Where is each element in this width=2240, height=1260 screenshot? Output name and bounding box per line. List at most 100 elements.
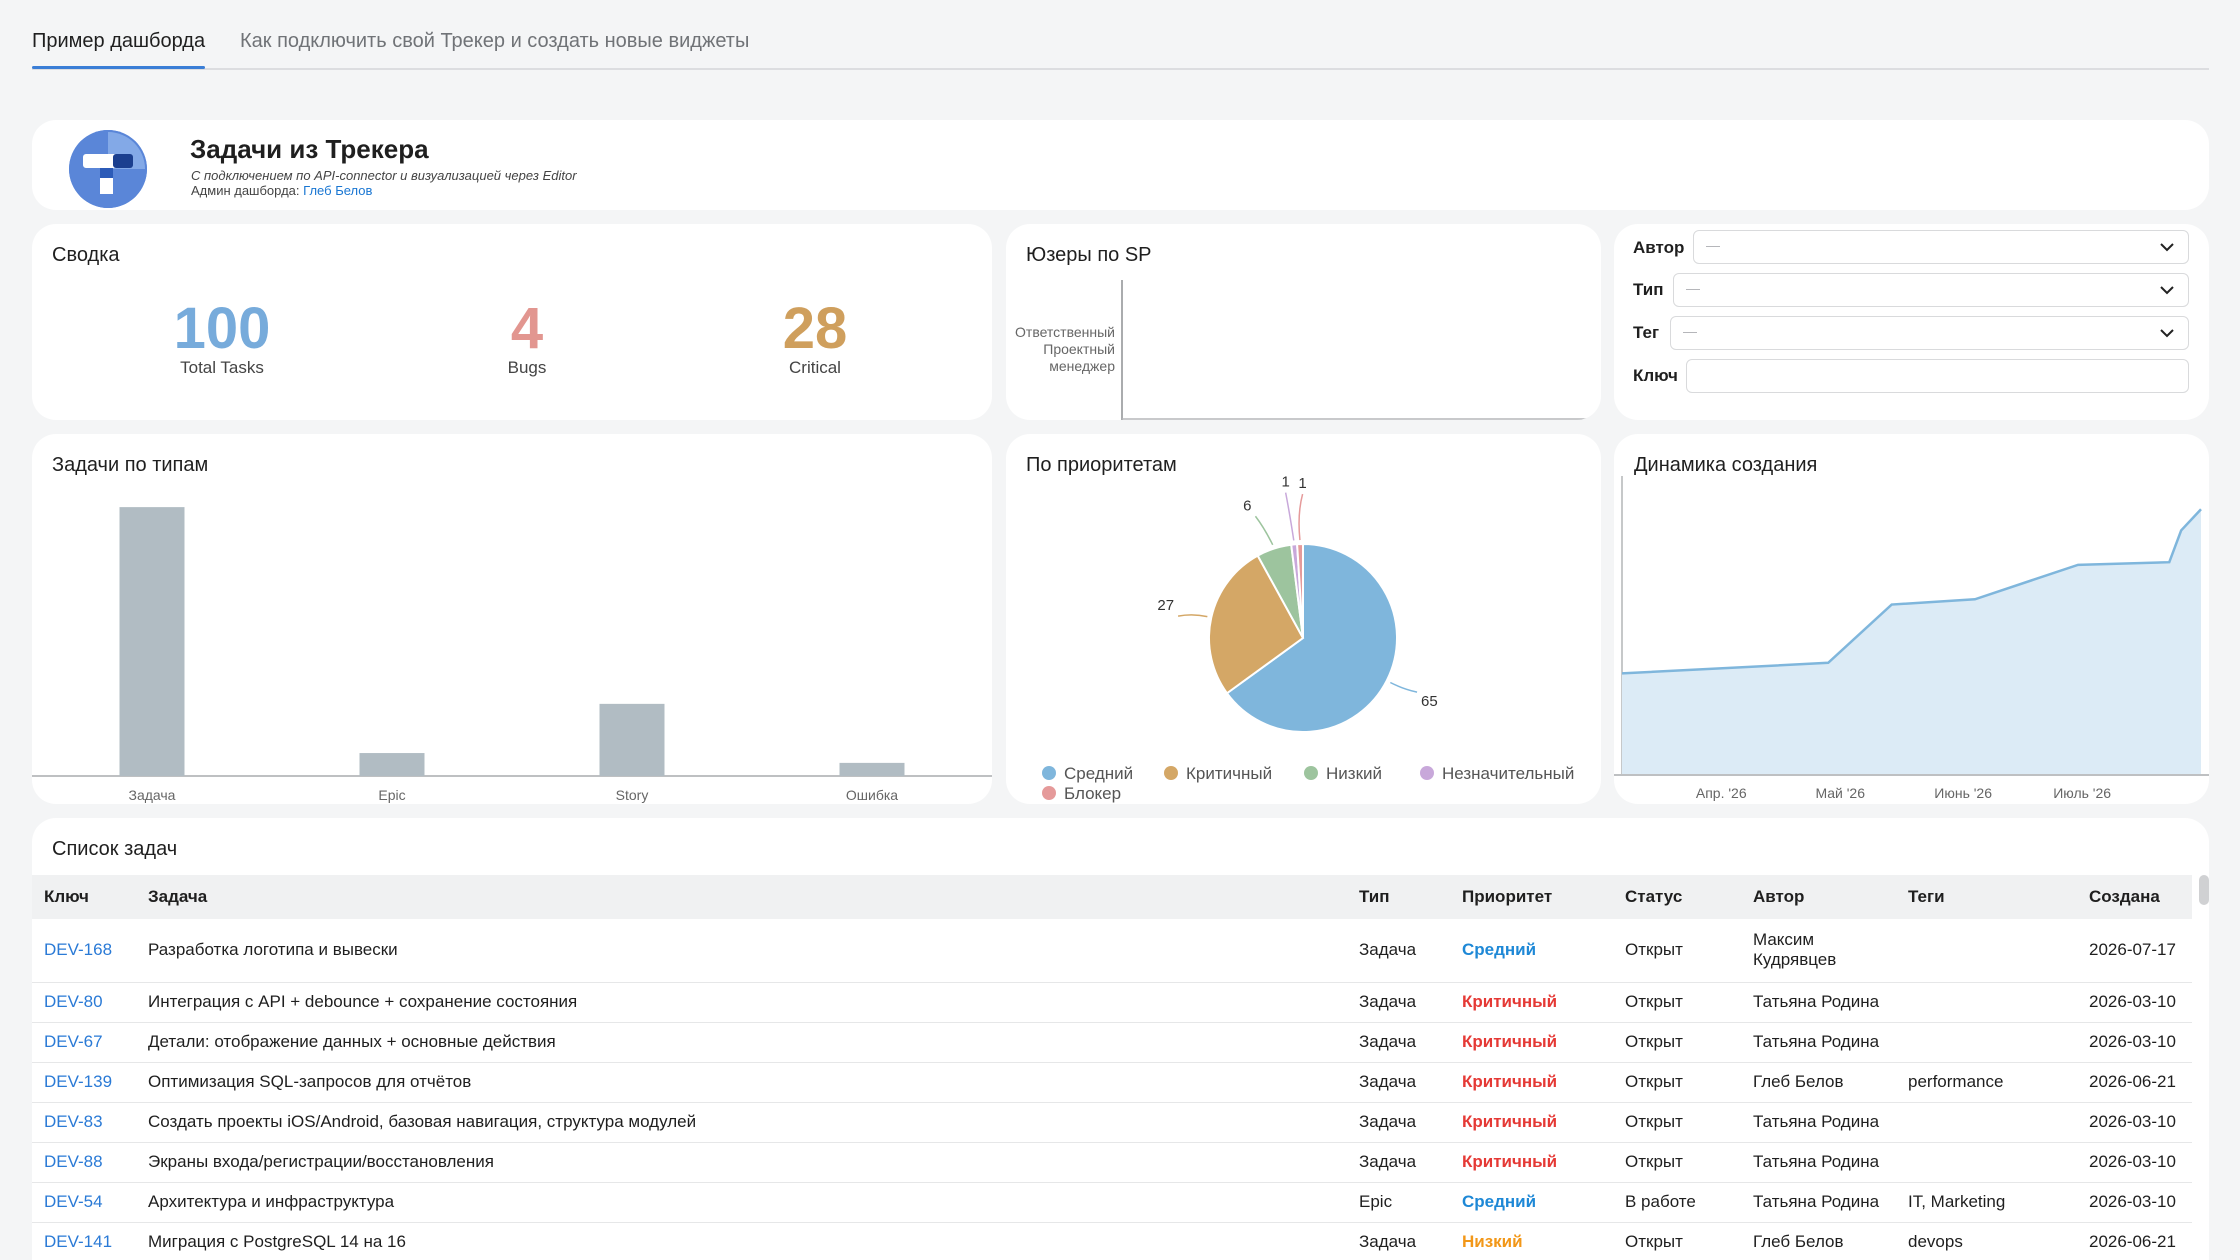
table-row[interactable]: DEV-168 Разработка логотипа и вывески Зада… (32, 919, 2192, 983)
kpi-total-tasks: 100 Total Tasks (122, 296, 322, 378)
task-key-link[interactable]: DEV-168 (32, 919, 136, 983)
dashboard-subtitle: С подключением по API-connector и визуал… (191, 168, 577, 183)
priority-widget: По приоритетам 65 27 6 1 1 Средний Критичный Н… (1006, 434, 1601, 804)
y-axis-label: менеджер (1049, 358, 1115, 374)
table-row[interactable]: DEV-54 Архитектура и инфраструктура Epic Ср… (32, 1182, 2192, 1223)
task-author: Татьяна Родина (1741, 982, 1896, 1023)
legend-item[interactable]: Низкий (1304, 764, 1382, 784)
table-row[interactable]: DEV-83 Создать проекты iOS/Android, базов… (32, 1102, 2192, 1143)
column-header-created[interactable]: Создана (2089, 887, 2160, 906)
pie-data-label: 27 (1157, 597, 1174, 614)
legend-item[interactable]: Средний (1042, 764, 1133, 784)
pie-data-label: 1 (1298, 475, 1306, 492)
dashboard-title: Задачи из Трекера (190, 134, 429, 164)
tasks-table: Ключ Задача Тип Приоритет Статус Автор Т… (32, 875, 2192, 1260)
pie-slice[interactable] (1225, 542, 1398, 733)
pie-slice[interactable] (1208, 554, 1305, 695)
task-tags: performance (1896, 1062, 2077, 1103)
task-created: 2026-06-21 (2077, 1062, 2192, 1103)
type-select[interactable]: — (1673, 273, 2189, 307)
pie-slice[interactable] (1296, 542, 1304, 639)
widget-title: По приоритетам (1026, 454, 1177, 476)
task-created: 2026-03-10 (2077, 1182, 2192, 1223)
task-author: Татьяна Родина (1741, 1142, 1896, 1183)
pie-label-connector (1298, 493, 1304, 541)
task-key-link[interactable]: DEV-141 (32, 1222, 136, 1260)
chevron-down-icon (2160, 329, 2174, 338)
legend-item[interactable]: Критичный (1164, 764, 1272, 784)
area-line[interactable] (1621, 508, 2202, 675)
legend-item[interactable]: Незначительный (1420, 764, 1574, 784)
column-header-type[interactable]: Тип (1359, 887, 1390, 906)
legend-item[interactable]: Блокер (1042, 784, 1121, 804)
tab-dashboard-example[interactable]: Пример дашборда (32, 30, 206, 69)
table-row[interactable]: DEV-67 Детали: отображение данных + основ… (32, 1022, 2192, 1063)
tab-how-to-connect[interactable]: Как подключить свой Трекер и создать нов… (240, 30, 749, 53)
x-tick-label: Story (616, 787, 649, 803)
column-header-status[interactable]: Статус (1625, 887, 1683, 906)
task-author: Татьяна Родина (1741, 1182, 1896, 1223)
table-header-row: Ключ Задача Тип Приоритет Статус Автор Т… (32, 875, 2192, 919)
author-select[interactable]: — (1693, 230, 2189, 264)
kpi-bugs: 4 Bugs (427, 296, 627, 378)
priority-pie-chart: 65 27 6 1 1 (1157, 474, 1438, 733)
type-filter-label: Тип (1633, 280, 1664, 299)
creation-dynamics-chart: Апр. '26 Май '26 Июнь '26 Июль '26 (1614, 476, 2209, 801)
table-row[interactable]: DEV-80 Интеграция с API + debounce + сохр… (32, 982, 2192, 1023)
task-priority: Средний (1450, 919, 1613, 983)
pie-data-label: 65 (1421, 693, 1438, 710)
column-header-author[interactable]: Автор (1753, 887, 1805, 906)
admin-link[interactable]: Глеб Белов (303, 183, 373, 198)
task-key-link[interactable]: DEV-139 (32, 1062, 136, 1103)
key-filter-label: Ключ (1633, 366, 1678, 385)
tasks-by-type-widget: Задачи по типам Задача Epic Story Ошибка (32, 434, 992, 804)
kpi-label: Total Tasks (180, 358, 264, 377)
select-value: — (1706, 237, 1720, 253)
tag-select[interactable]: — (1670, 316, 2189, 350)
widget-title: Юзеры по SP (1026, 244, 1152, 266)
task-key-link[interactable]: DEV-88 (32, 1142, 136, 1183)
widget-title: Динамика создания (1634, 454, 1818, 476)
kpi-value: 28 (782, 296, 848, 361)
bar[interactable] (359, 753, 425, 776)
task-tags (1896, 1142, 2077, 1183)
key-input[interactable] (1686, 359, 2189, 393)
task-title: Детали: отображение данных + основные де… (136, 1022, 1347, 1063)
users-by-sp-axes (1121, 280, 1601, 420)
task-tags (1896, 919, 2077, 983)
task-created: 2026-03-10 (2077, 1022, 2192, 1063)
column-header-key[interactable]: Ключ (44, 887, 89, 906)
task-created: 2026-07-17 (2077, 919, 2192, 983)
legend-marker (1042, 766, 1056, 780)
task-status: Открыт (1613, 982, 1741, 1023)
kpi-label: Bugs (507, 358, 547, 377)
bar[interactable] (599, 703, 665, 776)
task-title: Миграция с PostgreSQL 14 на 16 (136, 1222, 1347, 1260)
task-priority: Критичный (1450, 1062, 1613, 1103)
task-title: Создать проекты iOS/Android, базовая нав… (136, 1102, 1347, 1143)
task-status: Открыт (1613, 1222, 1741, 1260)
task-created: 2026-03-10 (2077, 982, 2192, 1023)
table-scrollbar[interactable] (2199, 875, 2209, 905)
column-header-tags[interactable]: Теги (1908, 887, 1945, 906)
task-author: Глеб Белов (1741, 1222, 1896, 1260)
table-row[interactable]: DEV-141 Миграция с PostgreSQL 14 на 16 Зад… (32, 1222, 2192, 1260)
task-key-link[interactable]: DEV-54 (32, 1182, 136, 1223)
legend-marker (1304, 766, 1318, 780)
column-header-priority[interactable]: Приоритет (1462, 887, 1553, 906)
task-status: Открыт (1613, 1142, 1741, 1183)
task-key-link[interactable]: DEV-83 (32, 1102, 136, 1143)
pie-data-label: 6 (1243, 497, 1251, 514)
pie-label-connector (1254, 515, 1274, 546)
active-tab-underline (32, 66, 206, 69)
task-key-link[interactable]: DEV-67 (32, 1022, 136, 1063)
table-row[interactable]: DEV-88 Экраны входа/регистрации/восстанов… (32, 1142, 2192, 1183)
task-type: Задача (1347, 919, 1450, 983)
table-row[interactable]: DEV-139 Оптимизация SQL-запросов для отчё… (32, 1062, 2192, 1103)
bar[interactable] (119, 507, 185, 776)
task-key-link[interactable]: DEV-80 (32, 982, 136, 1023)
bar[interactable] (839, 762, 905, 776)
task-priority: Критичный (1450, 1142, 1613, 1183)
column-header-task[interactable]: Задача (148, 887, 208, 906)
task-created: 2026-03-10 (2077, 1142, 2192, 1183)
